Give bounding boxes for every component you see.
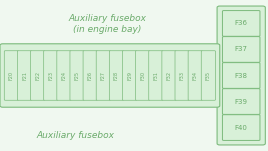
Text: F36: F36 [235, 20, 248, 26]
Text: F40: F40 [235, 125, 248, 131]
Text: Auxiliary fusebox
(in engine bay): Auxiliary fusebox (in engine bay) [68, 14, 146, 34]
Text: F27: F27 [101, 71, 106, 80]
Text: F30: F30 [140, 71, 145, 80]
Text: F35: F35 [206, 71, 211, 80]
FancyBboxPatch shape [222, 89, 260, 114]
Text: F25: F25 [75, 71, 80, 80]
Text: F22: F22 [35, 71, 40, 80]
FancyBboxPatch shape [109, 51, 124, 100]
FancyBboxPatch shape [122, 51, 137, 100]
Text: F38: F38 [235, 72, 248, 79]
FancyBboxPatch shape [222, 11, 260, 36]
FancyBboxPatch shape [175, 51, 189, 100]
Text: F23: F23 [48, 71, 53, 80]
FancyBboxPatch shape [136, 51, 150, 100]
FancyBboxPatch shape [17, 51, 32, 100]
FancyBboxPatch shape [83, 51, 97, 100]
FancyBboxPatch shape [222, 115, 260, 140]
Text: Auxiliary fusebox: Auxiliary fusebox [36, 131, 114, 140]
FancyBboxPatch shape [0, 44, 220, 107]
FancyBboxPatch shape [96, 51, 110, 100]
Text: F21: F21 [22, 71, 27, 80]
FancyBboxPatch shape [4, 51, 18, 100]
FancyBboxPatch shape [44, 51, 58, 100]
Text: F29: F29 [127, 71, 132, 80]
FancyBboxPatch shape [149, 51, 163, 100]
FancyBboxPatch shape [70, 51, 84, 100]
Text: F31: F31 [153, 71, 158, 80]
Text: F32: F32 [166, 71, 172, 80]
FancyBboxPatch shape [217, 6, 265, 145]
Text: F24: F24 [61, 71, 66, 80]
Text: F37: F37 [235, 47, 248, 52]
Text: F28: F28 [114, 71, 119, 80]
FancyBboxPatch shape [188, 51, 202, 100]
FancyBboxPatch shape [57, 51, 71, 100]
Text: F39: F39 [235, 99, 248, 104]
FancyBboxPatch shape [162, 51, 176, 100]
Text: F33: F33 [180, 71, 185, 80]
FancyBboxPatch shape [201, 51, 215, 100]
FancyBboxPatch shape [222, 63, 260, 88]
Text: F34: F34 [193, 71, 198, 80]
FancyBboxPatch shape [222, 37, 260, 62]
FancyBboxPatch shape [31, 51, 45, 100]
Text: F20: F20 [9, 71, 14, 80]
Text: F26: F26 [88, 71, 93, 80]
